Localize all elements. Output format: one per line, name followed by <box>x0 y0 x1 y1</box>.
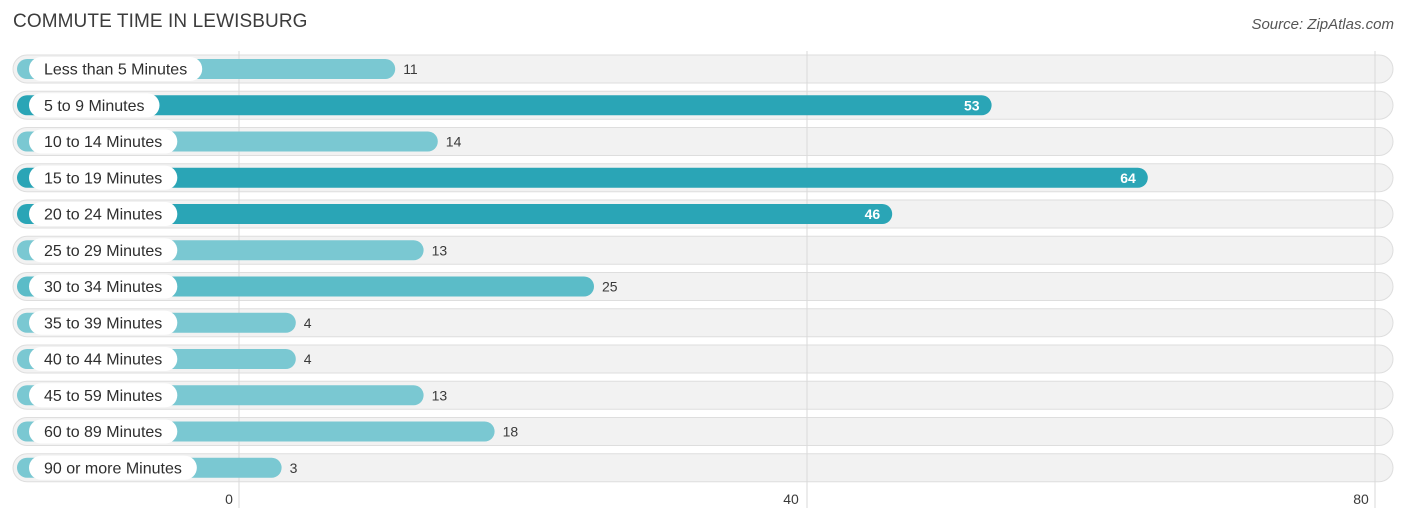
category-label-pill <box>29 274 178 299</box>
value-label: 13 <box>432 242 448 258</box>
category-label-pill <box>29 310 178 335</box>
category-label-pill <box>29 347 178 371</box>
value-label: 46 <box>865 206 881 222</box>
source-label: Source: ZipAtlas.com <box>1251 16 1394 33</box>
bar-group: 25 to 29 Minutes 13 <box>17 238 448 263</box>
bar-group: 45 to 59 Minutes 13 <box>17 383 448 408</box>
category-label-pill <box>29 202 178 226</box>
chart-title: COMMUTE TIME IN LEWISBURG <box>13 11 308 32</box>
value-label: 4 <box>304 351 312 367</box>
x-tick-label: 0 <box>225 491 233 507</box>
bar-group: 30 to 34 Minutes 25 <box>17 274 618 299</box>
category-label: 5 to 9 Minutes <box>44 98 145 115</box>
category-label-pill <box>29 419 178 444</box>
bar-group: 20 to 24 Minutes 46 <box>17 202 893 226</box>
bar-group: 60 to 89 Minutes 18 <box>17 419 519 444</box>
category-label-pill <box>29 93 160 118</box>
row-background <box>12 344 1394 374</box>
bar <box>17 167 1148 188</box>
bar <box>17 95 992 116</box>
bar-group: 15 to 19 Minutes 64 <box>17 165 1148 190</box>
category-label: 40 to 44 Minutes <box>44 352 162 369</box>
category-label-pill <box>29 129 178 154</box>
bars: Less than 5 Minutes 11 5 to 9 Minutes 53 10 … <box>17 57 1148 480</box>
category-label: 35 to 39 Minutes <box>44 315 162 332</box>
value-label: 3 <box>290 460 298 476</box>
row-background <box>12 453 1394 483</box>
x-tick-label: 80 <box>1353 491 1369 507</box>
value-label: 11 <box>403 61 418 77</box>
bar-group: Less than 5 Minutes 11 <box>17 57 418 81</box>
category-label: 15 to 19 Minutes <box>44 170 162 187</box>
bar-group: 35 to 39 Minutes 4 <box>17 310 312 335</box>
bar-group: 40 to 44 Minutes 4 <box>17 347 312 371</box>
category-label: 60 to 89 Minutes <box>44 424 162 441</box>
category-label-pill <box>29 57 203 81</box>
category-label: Less than 5 Minutes <box>44 62 187 79</box>
x-axis-ticks: 0 40 80 <box>225 491 1369 507</box>
value-label: 25 <box>602 279 618 295</box>
value-label: 18 <box>503 424 519 440</box>
value-label: 13 <box>432 387 448 403</box>
bar-group: 10 to 14 Minutes 14 <box>17 129 462 154</box>
category-label: 10 to 14 Minutes <box>44 134 162 151</box>
bar <box>17 204 893 224</box>
category-label: 30 to 34 Minutes <box>44 279 162 296</box>
bar-group: 90 or more Minutes 3 <box>17 455 298 480</box>
row-background <box>12 308 1394 338</box>
row-backgrounds <box>12 54 1394 483</box>
value-label: 64 <box>1120 170 1136 186</box>
category-label-pill <box>29 383 178 408</box>
value-label: 53 <box>964 97 980 113</box>
category-label: 90 or more Minutes <box>44 460 182 477</box>
category-label-pill <box>29 165 178 190</box>
category-label-pill <box>29 238 178 263</box>
value-label: 14 <box>446 134 462 150</box>
category-label-pill <box>29 455 197 480</box>
value-label: 4 <box>304 315 312 331</box>
x-tick-label: 40 <box>783 491 799 507</box>
category-label: 45 to 59 Minutes <box>44 388 162 405</box>
category-label: 20 to 24 Minutes <box>44 207 162 224</box>
category-label: 25 to 29 Minutes <box>44 243 162 260</box>
bar-group: 5 to 9 Minutes 53 <box>17 93 992 118</box>
